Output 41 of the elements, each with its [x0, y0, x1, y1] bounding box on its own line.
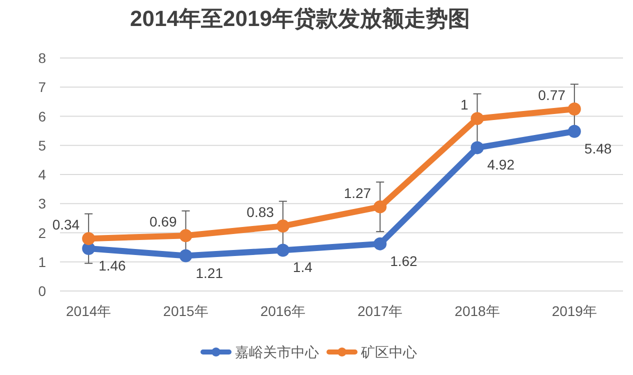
data-label: 5.48	[584, 140, 612, 156]
y-tick-label: 8	[38, 50, 46, 66]
point	[276, 244, 290, 257]
x-tick-label: 2019年	[552, 303, 597, 319]
point	[374, 237, 387, 250]
x-tick-label: 2018年	[454, 303, 500, 319]
x-tick-label: 2015年	[163, 303, 208, 319]
data-label: 4.92	[487, 156, 515, 173]
chart-title: 2014年至2019年贷款发放额走势图	[130, 6, 470, 31]
point	[276, 220, 290, 233]
annotation: 0.34	[52, 216, 80, 233]
y-tick-label: 5	[38, 137, 46, 154]
y-tick-label: 1	[38, 254, 46, 270]
x-tick-label: 2016年	[260, 303, 306, 319]
point	[374, 200, 387, 214]
point	[568, 102, 581, 116]
annotation: 1.27	[344, 184, 372, 201]
annotation: 0.83	[246, 204, 274, 220]
y-tick-label: 7	[38, 79, 46, 96]
legend-label: 嘉峪关市中心	[235, 344, 319, 360]
y-tick-label: 4	[38, 166, 46, 182]
point	[470, 112, 484, 126]
y-tick-label: 2	[38, 224, 46, 241]
y-tick-label: 3	[38, 196, 46, 212]
point	[568, 124, 581, 138]
data-label: 1.46	[98, 257, 126, 274]
annotation: 0.69	[150, 214, 177, 230]
legend-label: 矿区中心	[360, 344, 417, 360]
point	[179, 249, 192, 262]
y-tick-label: 0	[38, 283, 46, 299]
point	[470, 141, 484, 154]
annotation: 1	[460, 96, 468, 113]
point	[179, 229, 192, 242]
data-label: 1.62	[390, 252, 418, 269]
annotation: 0.77	[538, 86, 566, 103]
x-tick-label: 2014年	[66, 303, 112, 319]
data-label: 1.4	[292, 259, 313, 276]
data-label: 1.21	[196, 264, 224, 281]
y-tick-label: 6	[38, 108, 46, 124]
x-tick-label: 2017年	[358, 303, 403, 319]
point	[82, 232, 96, 246]
